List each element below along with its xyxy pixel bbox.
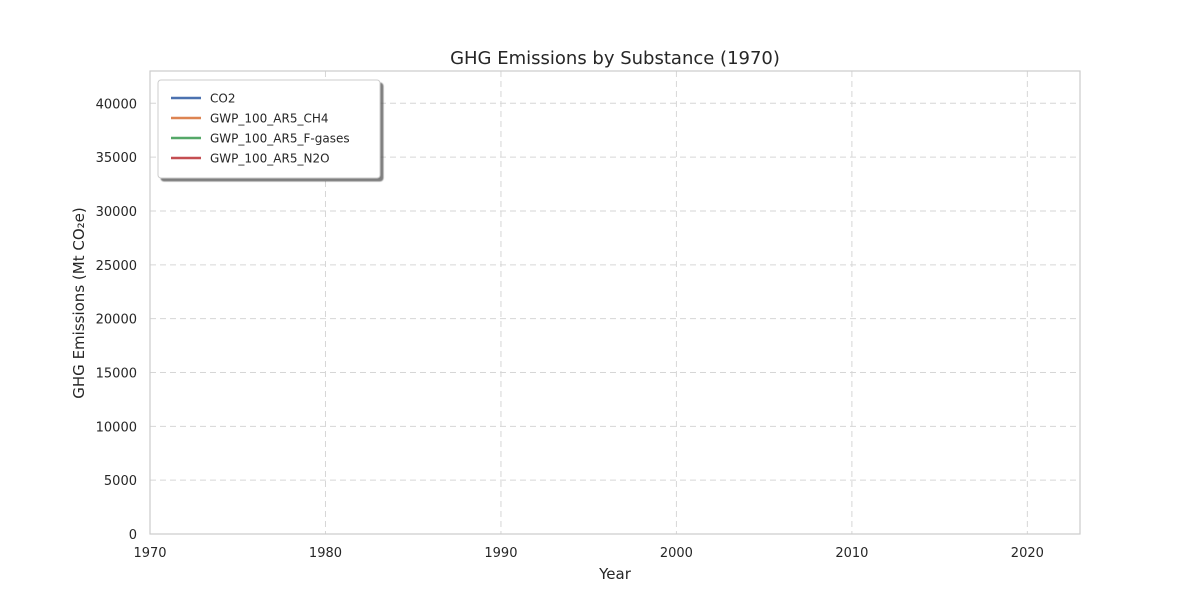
legend-label: GWP_100_AR5_CH4: [210, 112, 329, 126]
legend-label: CO2: [210, 92, 235, 106]
legend: CO2 GWP_100_AR5_CH4 GWP_100_AR5_F-gases GWP…: [157, 79, 381, 179]
grid: [150, 71, 1080, 534]
legend-label: GWP_100_AR5_F-gases: [210, 132, 350, 146]
x-tick-label: 1970: [133, 546, 166, 561]
y-tick-label: 0: [129, 528, 137, 543]
x-tick-label: 1980: [309, 546, 342, 561]
x-tick-label: 1990: [484, 546, 517, 561]
plot-frame: [149, 70, 1081, 535]
chart-title: GHG Emissions by Substance (1970): [450, 48, 780, 69]
y-tick-label: 10000: [96, 420, 137, 435]
x-axis-ticks: 1970 1980 1990 2000 2010 2020: [133, 546, 1043, 561]
y-tick-label: 5000: [104, 474, 137, 489]
y-tick-label: 15000: [96, 366, 137, 381]
legend-box: [157, 79, 381, 179]
y-tick-label: 40000: [96, 97, 137, 112]
legend-label: GWP_100_AR5_N2O: [210, 152, 330, 166]
y-tick-label: 20000: [96, 313, 137, 328]
y-tick-label: 30000: [96, 205, 137, 220]
y-tick-label: 35000: [96, 151, 137, 166]
x-axis-label: Year: [598, 565, 632, 583]
x-tick-label: 2020: [1011, 546, 1044, 561]
y-axis-ticks: 0 5000 10000 15000 20000 25000 30000 35000 40000: [96, 97, 137, 543]
x-tick-label: 2000: [660, 546, 693, 561]
y-tick-label: 25000: [96, 259, 137, 274]
y-axis-label: GHG Emissions (Mt CO₂e): [70, 207, 88, 398]
x-tick-label: 2010: [835, 546, 868, 561]
